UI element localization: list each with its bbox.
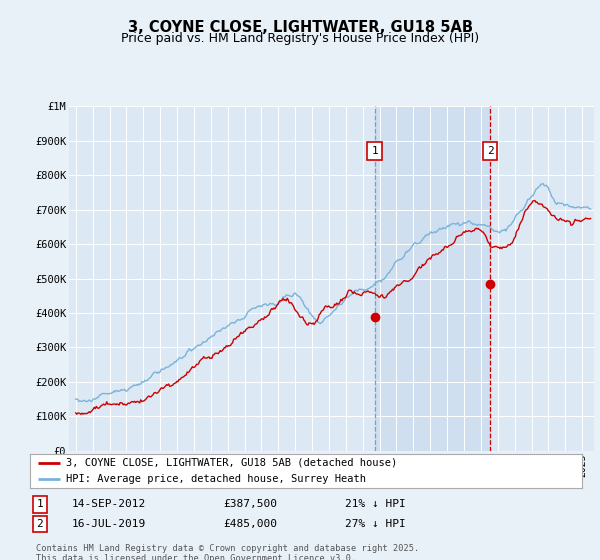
Text: 3, COYNE CLOSE, LIGHTWATER, GU18 5AB: 3, COYNE CLOSE, LIGHTWATER, GU18 5AB (128, 20, 473, 35)
Text: Contains HM Land Registry data © Crown copyright and database right 2025.
This d: Contains HM Land Registry data © Crown c… (35, 544, 419, 560)
Text: HPI: Average price, detached house, Surrey Heath: HPI: Average price, detached house, Surr… (66, 474, 366, 484)
Text: 1: 1 (371, 146, 378, 156)
Text: £485,000: £485,000 (223, 519, 277, 529)
Text: 3, COYNE CLOSE, LIGHTWATER, GU18 5AB (detached house): 3, COYNE CLOSE, LIGHTWATER, GU18 5AB (de… (66, 458, 397, 468)
Text: £387,500: £387,500 (223, 500, 277, 510)
Bar (375, 106, 490, 451)
Text: 27% ↓ HPI: 27% ↓ HPI (344, 519, 406, 529)
Text: Price paid vs. HM Land Registry's House Price Index (HPI): Price paid vs. HM Land Registry's House … (121, 32, 479, 45)
Text: 1: 1 (37, 500, 43, 510)
Text: 14-SEP-2012: 14-SEP-2012 (71, 500, 146, 510)
Text: 2: 2 (487, 146, 493, 156)
Text: 2: 2 (37, 519, 43, 529)
Text: 16-JUL-2019: 16-JUL-2019 (71, 519, 146, 529)
Text: 21% ↓ HPI: 21% ↓ HPI (344, 500, 406, 510)
